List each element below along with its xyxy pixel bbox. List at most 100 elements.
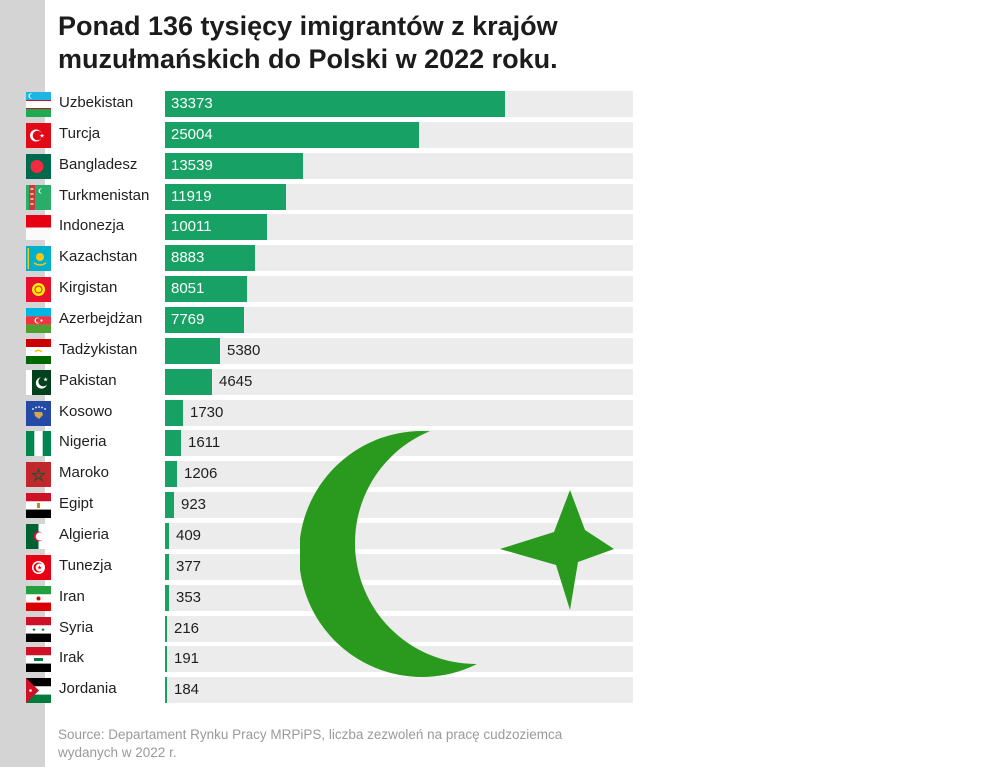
bar-row-turkmenistan: Turkmenistan 11919 xyxy=(0,183,640,210)
kazakhstan-flag-icon xyxy=(26,246,51,272)
source-line-2: wydanych w 2022 r. xyxy=(58,745,177,760)
bar xyxy=(165,461,177,488)
category-label: Indonezja xyxy=(59,217,125,235)
azerbaijan-flag-icon xyxy=(26,308,51,333)
crescent-and-star-icon xyxy=(300,431,614,677)
jordan-flag-icon xyxy=(26,678,51,704)
turkey-flag-icon xyxy=(26,122,51,148)
value-label: 10011 xyxy=(171,218,212,236)
value-label: 8051 xyxy=(171,280,205,298)
bar-row-tadzykistan: Tadżykistan 5380 xyxy=(0,337,640,364)
value-label: 13539 xyxy=(171,156,213,174)
category-label: Algieria xyxy=(59,525,110,543)
bar-row-indonezja: Indonezja 10011 xyxy=(0,214,640,241)
bar-track: 11919 xyxy=(165,183,633,210)
bar xyxy=(165,337,220,364)
kosovo-flag-icon xyxy=(26,400,51,426)
bar-row-maroko: Maroko 1206 xyxy=(0,461,640,488)
category-label: Tunezja xyxy=(59,556,112,574)
category-label: Kazachstan xyxy=(59,248,138,266)
bar-track: 33373 xyxy=(165,91,633,117)
bar-row-uzbekistan: Uzbekistan 33373 xyxy=(0,91,640,117)
value-label: 1206 xyxy=(184,465,218,483)
value-label: 5380 xyxy=(227,341,261,359)
bar-chart: Uzbekistan 33373 Turcja 25004 Bangladesz 1353… xyxy=(0,91,640,704)
bar-track: 13539 xyxy=(165,152,633,179)
bar-row-nigeria: Nigeria 1611 xyxy=(0,430,640,457)
bar xyxy=(165,91,505,117)
indonesia-flag-icon xyxy=(26,215,51,241)
bar-row-kazachstan: Kazachstan 8883 xyxy=(0,245,640,272)
bar-row-kirgistan: Kirgistan 8051 xyxy=(0,276,640,303)
category-label: Irak xyxy=(59,649,85,667)
algeria-flag-icon xyxy=(26,523,51,549)
category-label: Pakistan xyxy=(59,371,117,389)
category-label: Nigeria xyxy=(59,433,107,451)
category-label: Jordania xyxy=(59,680,117,698)
chart-title-line-2: muzułmańskich do Polski w 2022 roku. xyxy=(58,44,558,74)
bar-row-bangladesz: Bangladesz 13539 xyxy=(0,152,640,179)
bar-row-kosowo: Kosowo 1730 xyxy=(0,399,640,426)
value-label: 184 xyxy=(174,681,200,699)
iran-flag-icon xyxy=(26,585,51,611)
bar xyxy=(165,492,174,519)
category-label: Kosowo xyxy=(59,402,113,420)
value-label: 216 xyxy=(174,619,200,637)
category-label: Turcja xyxy=(59,124,101,142)
uzbekistan-flag-icon xyxy=(26,92,51,117)
value-label: 4645 xyxy=(219,372,253,390)
category-label: Kirgistan xyxy=(59,279,118,297)
bar xyxy=(165,584,169,611)
bar-row-jordania: Jordania 184 xyxy=(0,677,640,704)
bar-track: 25004 xyxy=(165,121,633,148)
value-label: 1611 xyxy=(188,434,221,452)
category-label: Bangladesz xyxy=(59,155,138,173)
chart-title-line-1: Ponad 136 tysięcy imigrantów z krajów xyxy=(58,11,558,41)
value-label: 33373 xyxy=(171,95,213,112)
iraq-flag-icon xyxy=(26,647,51,673)
bangladesh-flag-icon xyxy=(26,153,51,179)
bar xyxy=(165,121,419,148)
egypt-flag-icon xyxy=(26,493,51,519)
category-label: Azerbejdżan xyxy=(59,310,143,327)
bar xyxy=(165,245,255,272)
value-label: 7769 xyxy=(171,311,205,328)
category-label: Iran xyxy=(59,587,85,605)
bar xyxy=(165,553,169,580)
value-label: 8883 xyxy=(171,249,205,267)
bar xyxy=(165,368,212,395)
bar xyxy=(165,646,167,673)
syria-flag-icon xyxy=(26,616,51,642)
value-label: 11919 xyxy=(171,187,212,205)
bar xyxy=(165,399,183,426)
value-label: 377 xyxy=(176,557,202,575)
chart-title: Ponad 136 tysięcy imigrantów z krajów mu… xyxy=(58,10,658,76)
category-label: Tadżykistan xyxy=(59,340,138,358)
category-label: Uzbekistan xyxy=(59,94,134,111)
value-label: 353 xyxy=(176,588,202,606)
value-label: 191 xyxy=(174,650,200,668)
kyrgyzstan-flag-icon xyxy=(26,277,51,303)
tajikistan-flag-icon xyxy=(26,338,51,364)
bar xyxy=(165,677,167,704)
bar xyxy=(165,522,169,549)
morocco-flag-icon xyxy=(26,462,51,488)
category-label: Egipt xyxy=(59,495,94,513)
bar-track: 4645 xyxy=(165,368,633,395)
bar xyxy=(165,276,247,303)
bar-track: 7769 xyxy=(165,307,633,333)
source-note: Source: Departament Rynku Pracy MRPiPS, … xyxy=(58,726,618,762)
tunisia-flag-icon xyxy=(26,554,51,580)
pakistan-flag-icon xyxy=(26,369,51,395)
bar xyxy=(165,214,267,241)
bar-track: 1730 xyxy=(165,399,633,426)
bar xyxy=(165,307,244,333)
bar-track: 8051 xyxy=(165,276,633,303)
category-label: Syria xyxy=(59,618,94,636)
value-label: 1730 xyxy=(190,403,224,421)
bar xyxy=(165,183,286,210)
value-label: 409 xyxy=(176,526,202,544)
bar-track: 184 xyxy=(165,677,633,704)
bar-track: 8883 xyxy=(165,245,633,272)
source-line-1: Source: Departament Rynku Pracy MRPiPS, … xyxy=(58,727,563,742)
